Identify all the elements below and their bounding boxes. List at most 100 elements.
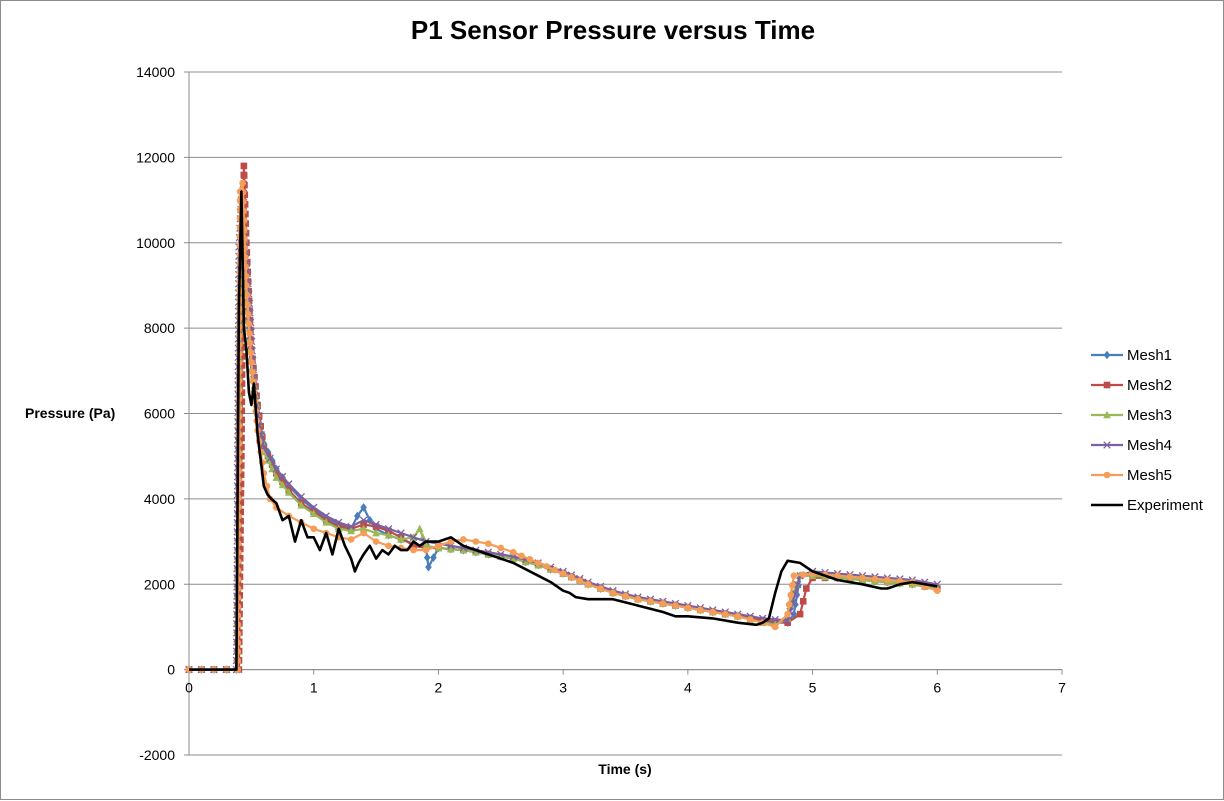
data-point-mesh3 [384,530,393,539]
data-point-mesh2 [237,499,245,506]
data-point-mesh4 [322,512,330,520]
x-tick-label: 5 [809,680,817,696]
data-point-mesh1 [423,553,431,562]
data-point-mesh1 [430,553,437,562]
data-point-mesh5 [239,179,246,187]
data-point-mesh5 [734,612,742,620]
x-axis-label: Time (s) [598,761,652,777]
data-point-mesh4 [278,472,287,481]
legend-entry-mesh2: Mesh2 [1089,370,1219,400]
data-point-mesh5 [551,566,559,574]
data-point-mesh3 [347,526,355,535]
y-tick-label: 10000 [136,235,175,251]
data-point-mesh5 [243,291,251,299]
data-point-mesh2 [239,325,246,333]
data-point-mesh5 [360,529,367,537]
data-point-mesh2 [237,508,245,516]
data-point-mesh5 [787,591,795,599]
data-point-mesh5 [246,339,254,347]
data-point-mesh2 [238,380,246,387]
data-point-mesh5 [247,349,255,356]
data-point-mesh5 [242,272,250,280]
data-point-mesh5 [597,585,604,592]
series-line-mesh4 [189,199,938,671]
data-point-mesh5 [246,330,253,337]
data-point-mesh5 [518,552,525,560]
legend-marker-mesh3 [1103,410,1111,419]
data-point-mesh5 [509,548,517,556]
data-point-mesh3 [422,541,430,550]
data-point-mesh2 [796,610,804,618]
data-point-mesh5 [435,542,442,550]
data-point-mesh2 [237,480,245,488]
data-point-mesh2 [238,389,246,396]
data-point-mesh4 [334,518,343,527]
data-point-mesh3 [284,488,293,496]
x-tick-label: 2 [435,680,443,696]
data-point-mesh5 [568,573,575,581]
series-mesh5 [185,179,941,673]
data-point-mesh5 [248,368,256,376]
data-point-mesh5 [526,556,534,563]
data-point-mesh3 [272,473,281,481]
data-point-mesh2 [236,545,244,553]
data-point-mesh5 [709,608,717,616]
gridlines [189,71,1062,756]
legend-entry-mesh4: Mesh4 [1089,430,1219,460]
data-point-mesh2 [236,564,244,571]
y-tick-label: 12000 [136,149,175,165]
data-point-mesh5 [884,576,891,584]
data-point-mesh5 [799,571,807,578]
data-point-mesh4 [347,522,355,531]
data-point-mesh1 [366,515,374,525]
legend-entry-experiment: Experiment [1089,490,1219,520]
x-tick-label: 0 [185,680,193,696]
data-point-mesh4 [285,480,293,488]
y-tick-label: 4000 [144,491,175,507]
legend-entry-mesh5: Mesh5 [1089,460,1219,490]
series-line-mesh2 [189,164,938,671]
legend-entry-mesh3: Mesh3 [1089,400,1219,430]
data-point-mesh2 [238,353,246,360]
data-point-mesh5 [543,563,550,570]
x-tick-label: 7 [1058,680,1066,696]
data-point-mesh4 [272,465,281,473]
data-point-mesh5 [659,600,667,607]
data-point-mesh5 [871,575,879,583]
data-point-mesh2 [240,172,248,179]
data-point-mesh2 [239,344,246,351]
data-point-mesh3 [297,500,306,509]
data-point-mesh5 [576,577,584,584]
data-point-mesh5 [933,587,941,594]
data-point-mesh1 [425,562,432,572]
data-point-mesh2 [236,554,244,562]
data-point-mesh5 [485,540,492,547]
data-point-mesh2 [237,517,244,525]
data-point-mesh5 [622,592,629,600]
legend-entry-mesh1: Mesh1 [1089,340,1219,370]
legend-swatch-mesh2 [1091,381,1123,389]
legend-swatch-mesh4 [1091,441,1123,449]
data-point-mesh5 [785,601,793,608]
data-point-mesh1 [360,503,367,512]
series-mesh1 [185,182,941,674]
data-point-mesh3 [472,547,480,556]
data-point-mesh2 [239,334,246,342]
data-point-mesh5 [372,538,380,545]
data-point-mesh4 [309,503,318,512]
series-line-mesh1 [189,186,938,671]
data-point-mesh5 [244,301,251,308]
data-point-mesh3 [447,544,455,553]
series-line-mesh5 [189,181,938,671]
data-point-mesh2 [238,425,245,433]
data-point-mesh3 [278,480,287,489]
data-point-mesh3 [459,545,468,554]
data-point-mesh3 [419,532,427,541]
y-tick-label: 14000 [136,64,175,80]
data-point-mesh4 [397,529,405,537]
data-point-mesh5 [534,559,542,567]
data-point-mesh2 [803,585,810,592]
series-mesh4 [185,196,942,674]
